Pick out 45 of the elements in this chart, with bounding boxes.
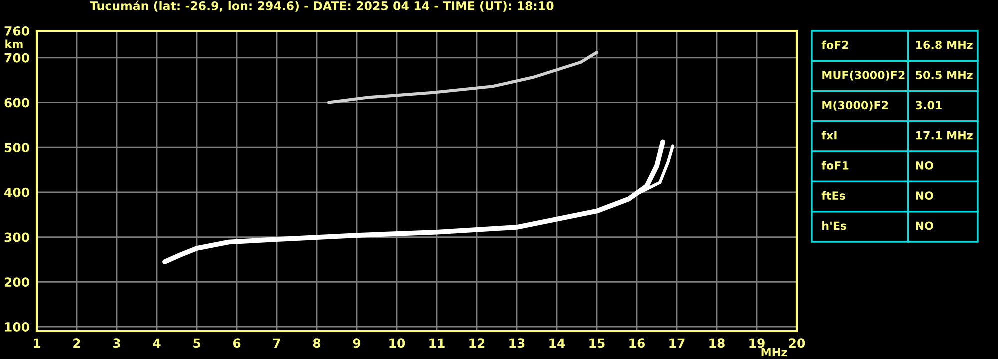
text: 50.5 MHz [916,71,973,80]
text: NO [916,222,934,230]
x-tick-label: 2 [74,338,80,348]
x-tick-label: 10 [390,338,406,348]
x-axis-title: MHz [762,348,788,356]
y-tick-label: 200 [4,278,30,288]
x-tick-label: 6 [233,338,241,348]
text: foF2 [822,40,848,50]
x-tick-label: 13 [510,338,525,348]
text: ftEs [822,191,846,200]
text: 3.01 [916,101,942,110]
y-tick-label: 400 [4,188,30,198]
x-tick-label: 5 [194,338,200,348]
y-tick-label: 500 [4,143,30,153]
text: foF1 [822,161,849,170]
x-tick-label: 1 [34,338,40,348]
text: h'Es [822,222,847,230]
x-tick-label: 15 [590,338,605,348]
y-axis-title: km [6,40,23,48]
x-tick-label: 19 [750,338,765,348]
y-tick-label: 600 [4,98,30,108]
text: MUF(3000)F2 [822,70,905,81]
y-tick-label: 760 [4,26,30,36]
text: fxI [822,131,837,140]
text: 17.1 MHz [916,131,973,140]
x-tick-label: 11 [430,338,445,348]
x-tick-label: 17 [670,338,685,348]
x-tick-label: 20 [789,338,806,348]
x-tick-label: 16 [630,338,646,348]
chart-title: Tucumán (lat: -26.9, lon: 294.6) - DATE: 2025 04 14 - TIME (UT): 18:10 [90,0,554,12]
x-tick-label: 3 [113,338,120,348]
x-tick-label: 12 [470,338,485,348]
x-tick-label: 14 [550,338,566,348]
text: 16.8 MHz [916,40,973,50]
text: NO [916,192,934,200]
y-tick-label: 100 [5,322,30,332]
x-tick-label: 18 [710,338,725,348]
y-tick-label: 700 [4,53,30,63]
x-tick-label: 8 [313,338,321,348]
text: NO [916,161,934,170]
x-tick-label: 4 [153,338,161,348]
x-tick-label: 7 [273,338,280,348]
text: M(3000)F2 [822,100,888,111]
x-tick-label: 9 [353,338,361,348]
y-tick-label: 300 [4,232,30,242]
